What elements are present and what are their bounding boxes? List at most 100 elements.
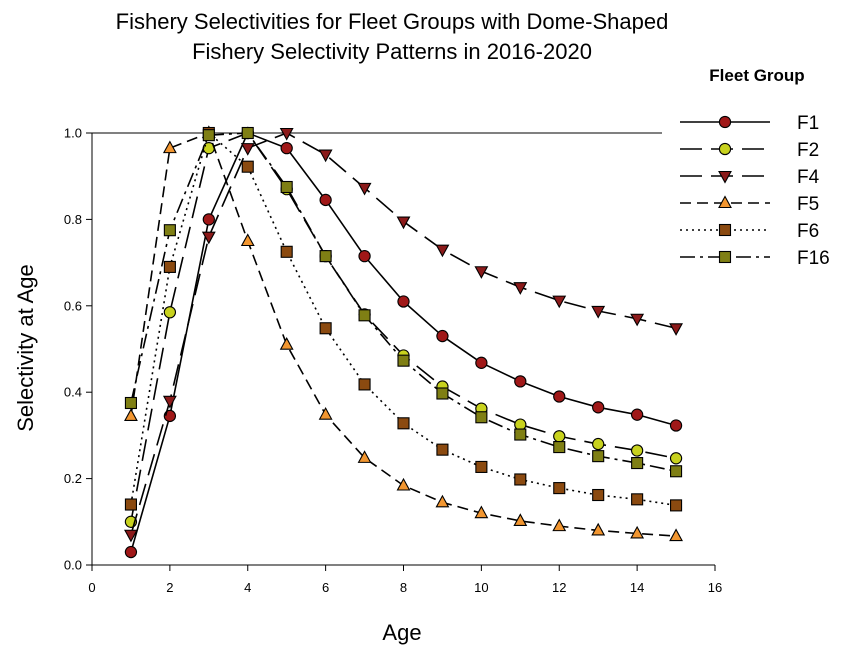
data-point-f6	[163, 260, 176, 273]
data-point-f4	[669, 323, 683, 336]
y-tick-label: 0.0	[64, 558, 82, 573]
data-point-f5	[591, 522, 606, 536]
data-point-f1	[358, 249, 371, 263]
legend-marker-sample	[718, 223, 732, 237]
data-point-f1	[553, 390, 566, 403]
y-axis-ticks: 0.0 0.2 0.4 0.6 0.8 1.0	[64, 126, 92, 573]
data-point-f5	[513, 513, 528, 526]
legend-item-f16: F16	[680, 248, 830, 269]
data-point-f5	[552, 518, 567, 532]
series-f16	[124, 126, 683, 478]
legend-marker-sample	[718, 195, 732, 209]
data-point-f16	[475, 411, 488, 424]
x-axis-title: Age	[382, 620, 421, 645]
series-layer	[124, 125, 683, 559]
data-point-f16	[397, 354, 410, 367]
data-point-f6	[514, 473, 527, 486]
data-point-f5	[124, 408, 138, 422]
data-point-f6	[124, 498, 137, 511]
x-tick-label: 14	[630, 580, 644, 595]
data-point-f16	[358, 309, 371, 322]
data-point-f6	[631, 493, 644, 506]
data-point-f16	[163, 224, 176, 237]
legend-marker-sample	[718, 170, 732, 184]
data-point-f4	[435, 244, 450, 258]
legend-item-f6: F6	[680, 221, 819, 242]
legend-marker-sample	[718, 115, 732, 129]
legend-marker-sample	[718, 142, 732, 156]
data-point-f1	[319, 193, 332, 207]
data-point-f16	[631, 456, 644, 470]
data-point-f6	[436, 443, 449, 456]
legend-label: F2	[797, 140, 819, 161]
series-line-f5	[130, 132, 677, 537]
data-point-f16	[124, 396, 137, 410]
data-point-f5	[630, 525, 645, 539]
data-point-f2	[553, 430, 566, 443]
series-line-f4	[130, 132, 677, 535]
chart-title: Fishery Selectivities for Fleet Groups w…	[116, 9, 669, 64]
data-point-f4	[318, 149, 333, 163]
y-tick-label: 0.8	[64, 212, 82, 227]
data-point-f5	[396, 477, 411, 491]
data-point-f16	[319, 250, 332, 263]
data-point-f1	[630, 408, 644, 421]
chart-title-line-2: Fishery Selectivity Patterns in 2016-202…	[192, 39, 592, 64]
x-tick-label: 0	[88, 580, 95, 595]
data-point-f5	[162, 140, 177, 154]
legend-label: F6	[797, 221, 819, 242]
legend-item-f1: F1	[680, 113, 819, 134]
data-point-f16	[241, 126, 254, 140]
data-point-f6	[358, 378, 371, 391]
data-point-f16	[553, 441, 566, 454]
data-point-f1	[202, 213, 215, 226]
data-point-f1	[280, 141, 293, 155]
data-point-f2	[669, 452, 683, 465]
data-point-f4	[240, 143, 255, 156]
legend-label: F1	[797, 113, 819, 134]
legend-label: F16	[797, 248, 830, 269]
data-point-f4	[279, 127, 294, 141]
data-point-f2	[630, 444, 644, 457]
legend-title: Fleet Group	[709, 66, 804, 85]
series-line-f2	[130, 132, 677, 522]
data-point-f16	[436, 387, 449, 400]
data-point-f6	[592, 488, 605, 502]
data-point-f6	[670, 499, 683, 512]
series-f4	[124, 127, 683, 543]
data-point-f4	[513, 282, 528, 295]
data-point-f1	[514, 375, 527, 388]
data-point-f5	[357, 450, 372, 463]
chart-title-line-1: Fishery Selectivities for Fleet Groups w…	[116, 9, 669, 34]
data-point-f16	[592, 450, 605, 463]
data-point-f6	[553, 482, 566, 495]
y-tick-label: 0.2	[64, 471, 82, 486]
data-point-f1	[397, 295, 410, 308]
x-tick-label: 12	[552, 580, 566, 595]
y-tick-label: 0.6	[64, 298, 82, 313]
legend-label: F4	[797, 167, 820, 188]
x-axis-ticks: 0 2 4 6 8 10 12 14 16	[88, 565, 722, 595]
data-point-f4	[591, 305, 606, 319]
series-f5	[124, 125, 683, 542]
legend-item-f5: F5	[680, 194, 819, 215]
x-tick-label: 10	[474, 580, 488, 595]
data-point-f4	[630, 313, 645, 327]
data-point-f4	[201, 231, 216, 245]
x-tick-label: 6	[322, 580, 329, 595]
data-point-f6	[241, 160, 254, 173]
x-tick-label: 2	[166, 580, 173, 595]
series-f2	[124, 126, 683, 528]
data-point-f6	[397, 417, 410, 430]
data-point-f4	[396, 216, 411, 230]
x-tick-label: 16	[708, 580, 722, 595]
data-point-f2	[163, 306, 177, 319]
legend-marker-sample	[718, 250, 732, 264]
data-point-f16	[202, 129, 215, 142]
data-point-f5	[279, 337, 294, 350]
data-point-f4	[124, 529, 138, 543]
data-point-f5	[474, 505, 489, 519]
data-point-f6	[475, 460, 488, 473]
plot-area	[91, 132, 715, 566]
